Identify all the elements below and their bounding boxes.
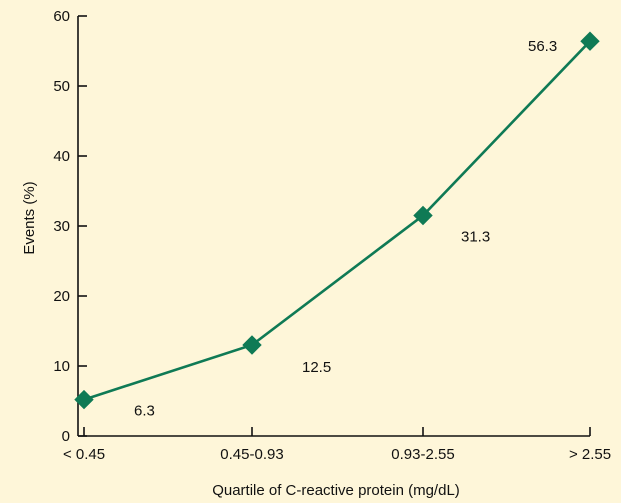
y-tick-label: 60 xyxy=(53,8,70,25)
y-axis: 0 10 20 30 40 50 60 xyxy=(53,8,87,445)
data-label: 31.3 xyxy=(461,229,490,246)
x-tick-label: < 0.45 xyxy=(63,446,105,463)
data-label: 6.3 xyxy=(134,403,155,420)
y-tick-label: 40 xyxy=(53,148,70,165)
x-tick-label: > 2.55 xyxy=(569,446,611,463)
series-events: 6.3 12.5 31.3 56.3 xyxy=(74,31,600,420)
y-tick-label: 0 xyxy=(62,428,70,445)
y-tick-label: 20 xyxy=(53,288,70,305)
data-point-marker xyxy=(580,31,600,51)
data-point-marker xyxy=(242,335,262,355)
y-tick-label: 30 xyxy=(53,218,70,235)
y-tick-label: 50 xyxy=(53,78,70,95)
data-label: 56.3 xyxy=(528,38,557,55)
x-axis-title: Quartile of C-reactive protein (mg/dL) xyxy=(212,482,460,499)
data-point-marker xyxy=(74,389,94,410)
data-point-marker xyxy=(413,205,433,226)
data-label: 12.5 xyxy=(302,359,331,376)
y-tick-label: 10 xyxy=(53,358,70,375)
x-tick-label: 0.93-2.55 xyxy=(391,446,454,463)
x-tick-label: 0.45-0.93 xyxy=(220,446,283,463)
series-line xyxy=(83,40,591,401)
y-axis-title: Events (%) xyxy=(21,181,38,254)
x-axis: < 0.45 0.45-0.93 0.93-2.55 > 2.55 xyxy=(63,427,611,463)
